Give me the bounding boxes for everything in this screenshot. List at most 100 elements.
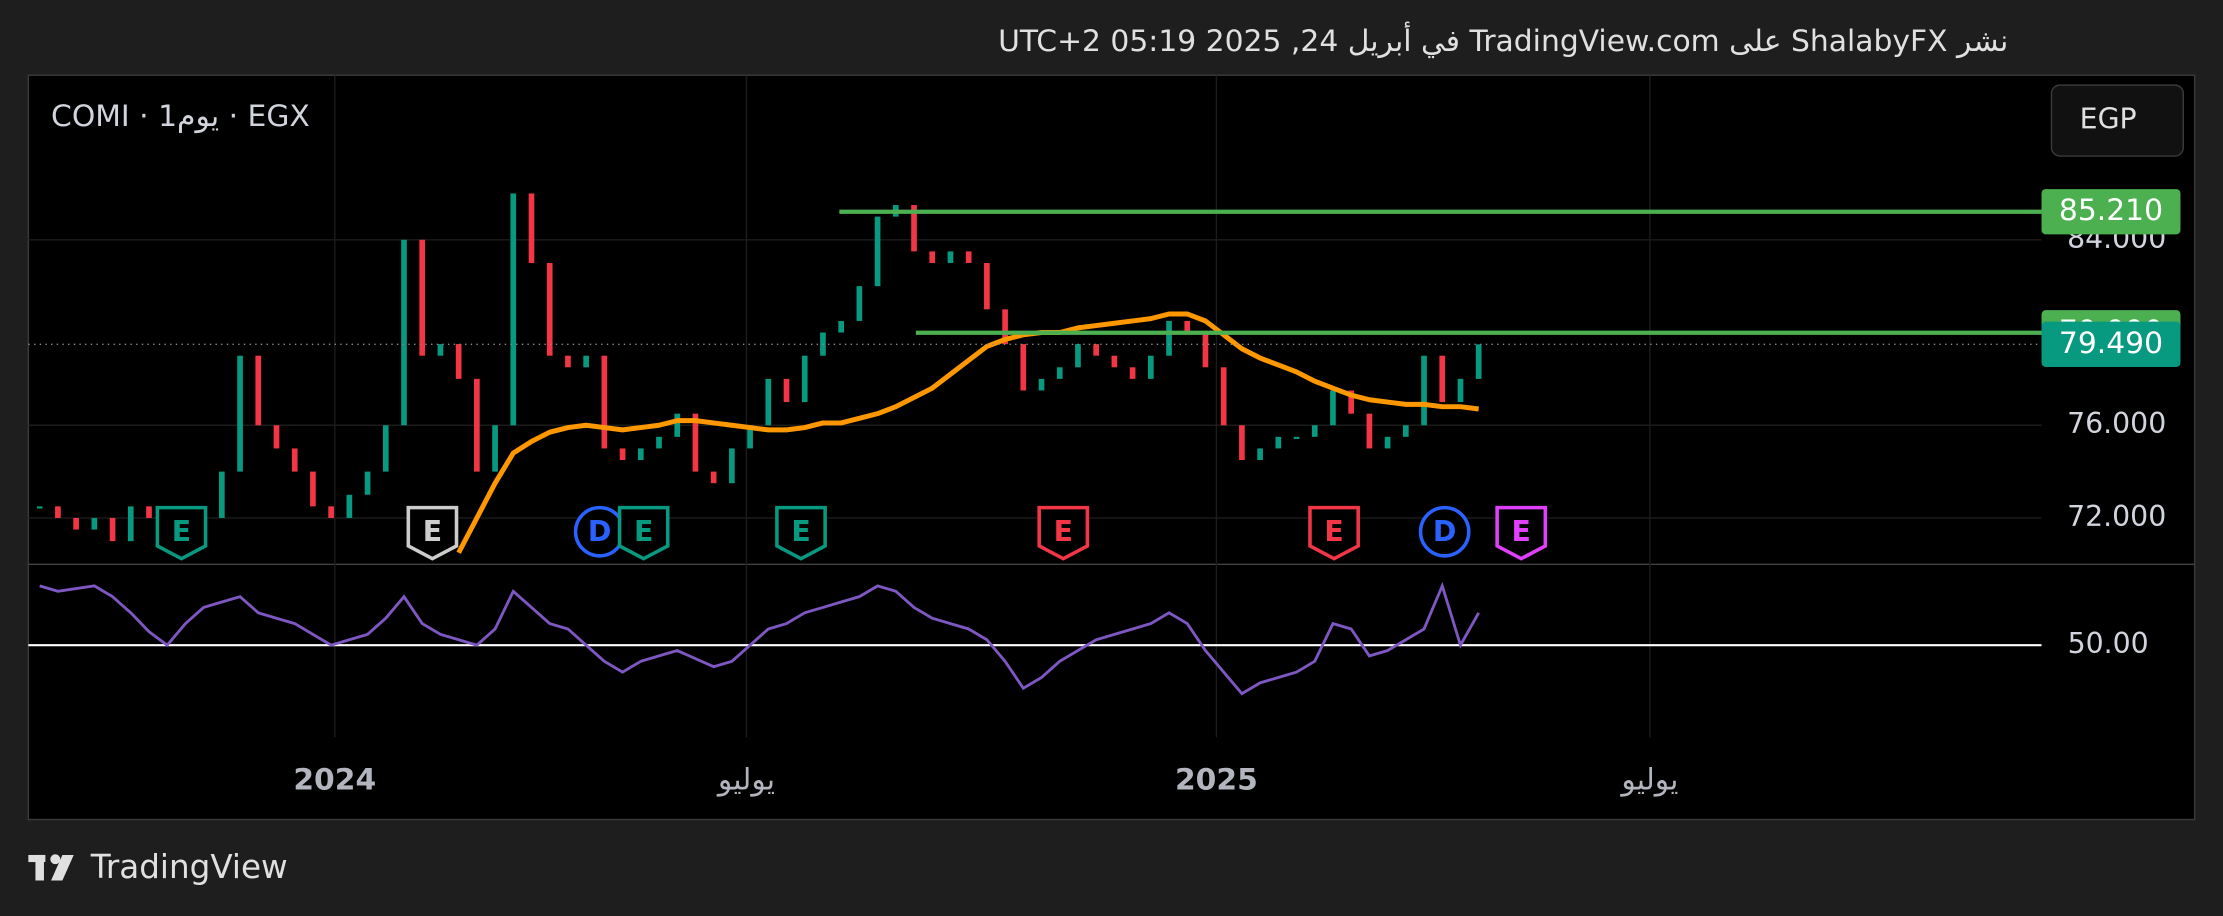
- candle: [674, 413, 681, 437]
- candle: [911, 205, 917, 252]
- candle: [36, 506, 43, 509]
- candle: [965, 251, 972, 263]
- candle: [291, 448, 298, 472]
- x-tick-label: 2025: [1175, 763, 1258, 798]
- candle: [637, 448, 644, 461]
- price-tag-label: 79.490: [2059, 326, 2163, 361]
- candle: [401, 239, 407, 426]
- event-label: E: [423, 515, 442, 548]
- candle: [310, 471, 316, 507]
- event-label: E: [1324, 515, 1343, 548]
- candle: [1439, 355, 1446, 403]
- candle: [1293, 436, 1300, 439]
- candle: [838, 320, 844, 333]
- candle: [528, 193, 535, 263]
- candle: [1220, 367, 1227, 426]
- candle: [1020, 344, 1027, 391]
- candle: [984, 262, 990, 310]
- currency-label[interactable]: EGP: [2080, 103, 2137, 136]
- event-badge: [155, 505, 208, 561]
- event-badge: [1418, 505, 1471, 558]
- chart-panel: [27, 74, 2196, 821]
- candle: [656, 436, 662, 449]
- event-label: E: [791, 515, 810, 548]
- candle: [127, 506, 134, 542]
- candle: [1184, 320, 1191, 333]
- moving-average: [456, 311, 1480, 554]
- candle: [1402, 425, 1409, 437]
- candle: [55, 506, 61, 518]
- candle: [856, 286, 863, 321]
- rsi-line: [39, 581, 1480, 696]
- candle: [492, 425, 498, 472]
- candle: [1457, 378, 1464, 403]
- event-label: D: [588, 515, 612, 548]
- event-label: D: [1433, 515, 1457, 548]
- candle: [710, 471, 717, 484]
- candle: [874, 216, 881, 287]
- candle: [801, 355, 808, 403]
- event-label: E: [1512, 515, 1531, 548]
- candle: [1421, 355, 1427, 426]
- candle: [219, 471, 225, 518]
- candle: [1384, 436, 1391, 449]
- candle: [510, 193, 517, 426]
- brand: TradingView: [90, 848, 288, 886]
- candle: [237, 355, 243, 472]
- candle: [692, 413, 699, 472]
- header: نشر ShalabyFX على TradingView.com في أبر…: [998, 20, 2008, 59]
- candle: [437, 344, 444, 356]
- candle: [1002, 309, 1008, 345]
- candle: [255, 355, 262, 426]
- candle: [583, 355, 589, 368]
- candle: [1147, 355, 1154, 379]
- candle: [346, 494, 353, 518]
- candle: [947, 251, 954, 263]
- candle: [1129, 367, 1136, 379]
- event-badge: [406, 505, 459, 561]
- candle: [146, 506, 152, 518]
- x-tick-label: يوليو: [1619, 763, 1678, 798]
- candle: [419, 239, 426, 356]
- event-badge: [775, 505, 827, 561]
- event-badge: [1495, 505, 1548, 561]
- logo: [28, 854, 74, 881]
- candle: [1275, 436, 1282, 449]
- candle: [455, 344, 462, 379]
- candle: [1366, 413, 1373, 449]
- candle: [765, 378, 772, 426]
- price-tag: [2041, 321, 2181, 368]
- candle: [364, 471, 371, 495]
- y-tick-label: 72.000: [2067, 500, 2166, 533]
- event-label: E: [172, 515, 191, 548]
- candle: [1330, 390, 1336, 426]
- event-label: E: [1054, 515, 1073, 548]
- candle: [601, 355, 608, 449]
- candle: [546, 262, 553, 356]
- x-tick-label: يوليو: [716, 763, 775, 798]
- y-tick-label: 76.000: [2067, 407, 2166, 440]
- event-badge: [617, 505, 670, 561]
- candle: [1111, 355, 1118, 368]
- candle: [382, 425, 389, 472]
- candle: [1056, 367, 1063, 379]
- candle: [619, 448, 626, 461]
- event-badge: [1308, 505, 1360, 561]
- price-tag-label: 85.210: [2059, 193, 2163, 228]
- event-label: E: [634, 515, 653, 548]
- currency-button[interactable]: [2050, 84, 2185, 157]
- candle: [565, 355, 571, 368]
- candle: [1038, 378, 1045, 391]
- y-tick-label: 50.00: [2068, 627, 2149, 660]
- candle: [1348, 390, 1355, 414]
- candle: [1239, 425, 1245, 461]
- price-tag: [2041, 189, 2181, 235]
- candle: [1257, 448, 1263, 461]
- x-tick-label: 2024: [293, 763, 376, 798]
- candle: [929, 251, 936, 263]
- candle: [1475, 344, 1482, 379]
- candle: [91, 517, 98, 530]
- candle: [747, 425, 753, 449]
